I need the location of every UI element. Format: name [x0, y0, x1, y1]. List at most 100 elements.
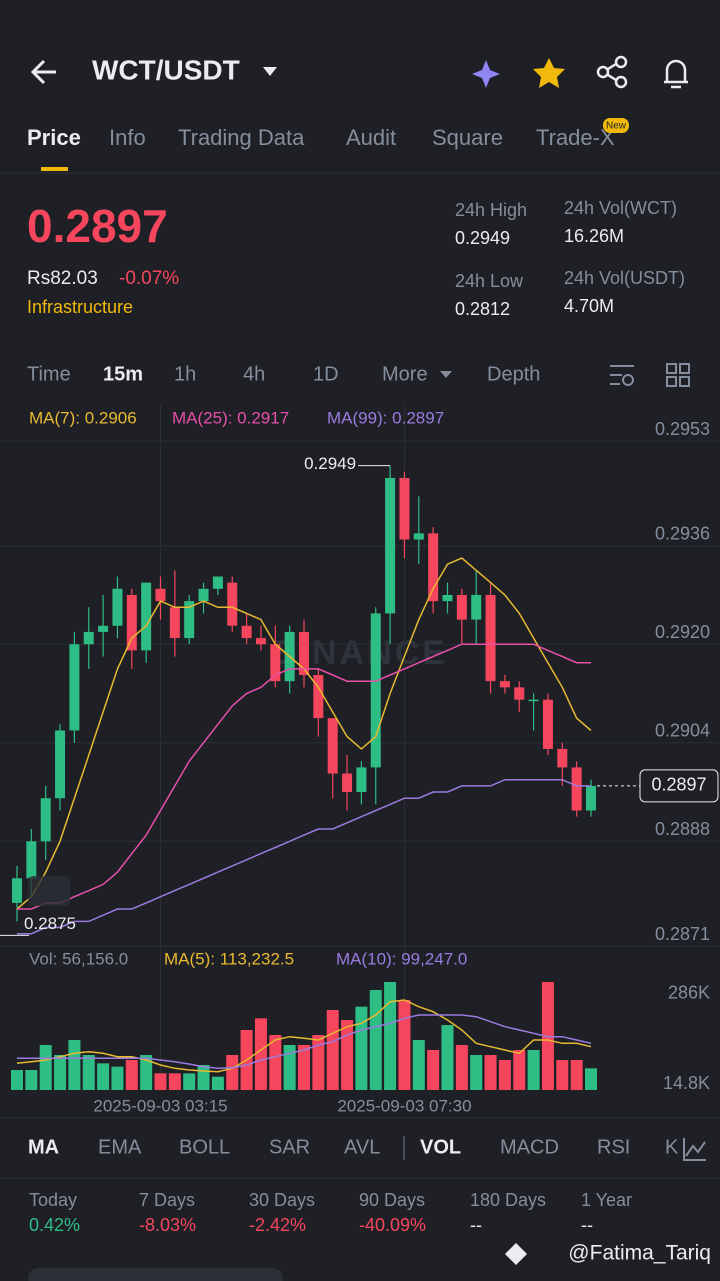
indicator-tab[interactable]: MA: [28, 1136, 59, 1158]
y-tick-label: 0.2904: [655, 721, 710, 741]
stat-label: 24h High: [455, 200, 527, 220]
performance-value: -40.09%: [359, 1215, 426, 1235]
indicator-tab[interactable]: BOLL: [179, 1136, 230, 1158]
interval[interactable]: 15m: [103, 363, 143, 385]
indicator-settings-icon[interactable]: [683, 1138, 706, 1161]
candle-body: [313, 675, 324, 719]
volume-bar: [140, 1055, 153, 1090]
volume-bar: [168, 1073, 181, 1090]
x-tick-label: 2025-09-03 07:30: [337, 1096, 471, 1115]
pair-title[interactable]: WCT/USDT: [92, 54, 240, 85]
volume-bar: [498, 1060, 511, 1090]
interval[interactable]: 1h: [174, 363, 196, 385]
candle-body: [327, 718, 338, 774]
volume-bar: [384, 982, 397, 1090]
volume-bar: [226, 1055, 239, 1090]
interval[interactable]: Depth: [487, 363, 540, 385]
volume-bar: [412, 1040, 425, 1090]
performance-value: --: [581, 1215, 593, 1235]
performance-value: --: [470, 1215, 482, 1235]
candle-body: [40, 798, 51, 842]
tab[interactable]: Audit: [346, 125, 396, 150]
last-price: 0.2897: [27, 200, 168, 252]
candle-body: [413, 533, 424, 540]
indicator-tab[interactable]: K: [665, 1136, 679, 1158]
layout-icon[interactable]: [666, 363, 690, 387]
volume-bar: [125, 1060, 138, 1090]
stat-value: 4.70M: [564, 296, 614, 316]
new-badge: [603, 118, 629, 133]
volume-bar: [211, 1076, 224, 1090]
tab[interactable]: Square: [432, 125, 503, 150]
volume-bar: [355, 1006, 368, 1090]
candle-body: [12, 878, 22, 903]
candle-body: [98, 625, 109, 632]
volume-bar: [111, 1066, 124, 1090]
indicator-tab[interactable]: RSI: [597, 1136, 630, 1158]
interval-bar: Time 15m 1h 4h 1D More Depth: [27, 363, 540, 385]
candle-body: [370, 613, 381, 768]
alert-bell[interactable]: [664, 59, 688, 89]
y-tick-label: 14.8K: [663, 1073, 710, 1093]
footer: MA EMA BOLL SAR AVL VOL MACD RSI K Today 0.42% 7 Da…: [28, 1136, 679, 1234]
indicator-tab[interactable]: EMA: [98, 1136, 142, 1158]
pair-caret[interactable]: [263, 67, 277, 76]
candle-body: [586, 785, 596, 811]
active-tab-indicator: [41, 167, 68, 171]
tab[interactable]: Trading Data: [178, 125, 305, 150]
y-tick-label: 0.2888: [655, 819, 710, 839]
volume-bar: [556, 1060, 569, 1090]
candle-body: [212, 576, 223, 589]
interval[interactable]: Time: [27, 363, 71, 385]
candle-body: [83, 631, 94, 645]
candle-body: [55, 730, 66, 799]
performance-label: 7 Days: [139, 1190, 195, 1210]
candle-body: [184, 601, 195, 639]
performance-label: 30 Days: [249, 1190, 315, 1210]
candle-body: [26, 841, 37, 879]
share-icon[interactable]: [596, 55, 628, 89]
favorite-star[interactable]: [533, 58, 565, 88]
bottom-bar: [28, 1268, 283, 1281]
indicator-tab[interactable]: MACD: [500, 1136, 559, 1158]
expand-button[interactable]: [28, 876, 70, 906]
volume-bar: [39, 1045, 52, 1090]
chart-settings-icon[interactable]: [610, 365, 634, 386]
category-tag[interactable]: Infrastructure: [27, 297, 133, 317]
back-button[interactable]: [30, 59, 56, 85]
volume-bar: [254, 1018, 267, 1090]
indicator-tab[interactable]: VOL: [420, 1136, 461, 1158]
volume-ma-line: [17, 1014, 592, 1070]
indicator-tab[interactable]: AVL: [344, 1136, 380, 1158]
indicator-tab[interactable]: SAR: [269, 1136, 310, 1158]
candle-body: [571, 767, 582, 811]
volume-ma-line: [16, 999, 592, 1073]
ai-icon[interactable]: [472, 60, 500, 88]
volume-legend: MA(10): 99,247.0: [336, 949, 467, 968]
volume-bar: [298, 1045, 310, 1090]
volume-bar: [283, 1045, 296, 1090]
stat-value: 0.2949: [455, 228, 510, 248]
performance-value: -8.03%: [139, 1215, 196, 1235]
tab[interactable]: Trade-X: [536, 125, 615, 150]
volume-legend: Vol: 56,156.0: [29, 949, 128, 968]
ma-legend: MA(99): 0.2897: [327, 408, 444, 427]
volume-bar: [441, 1025, 454, 1090]
price-change: -0.07%: [119, 268, 179, 289]
tab-bar: Price Info Trading Data Audit Square Trade-X: [27, 125, 615, 150]
interval[interactable]: 4h: [243, 363, 265, 385]
chart-watermark: BINANCE: [272, 634, 448, 672]
tab[interactable]: Info: [109, 125, 146, 150]
stat-value: 16.26M: [564, 226, 624, 246]
interval[interactable]: More: [382, 363, 428, 385]
candle-body: [399, 477, 410, 540]
x-tick-label: 2025-09-03 03:15: [93, 1096, 227, 1115]
tab[interactable]: Price: [27, 125, 81, 150]
user-watermark: @Fatima_Tariq: [568, 1242, 711, 1265]
interval[interactable]: 1D: [313, 363, 339, 385]
volume-bar: [25, 1070, 38, 1090]
y-tick-label: 0.2936: [655, 523, 710, 543]
y-tick-label: 286K: [668, 982, 710, 1002]
volume-bar: [513, 1050, 526, 1090]
